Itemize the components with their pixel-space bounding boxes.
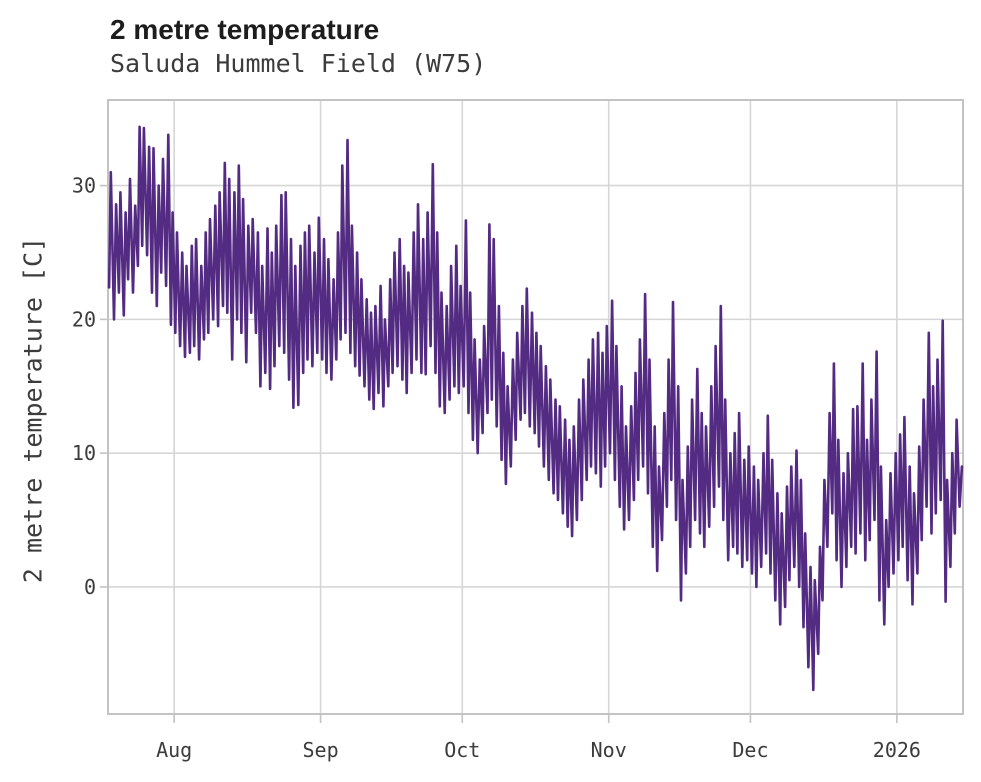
x-tick-label: 2026: [873, 738, 921, 762]
y-tick-label: 30: [72, 174, 96, 198]
y-tick-label: 20: [72, 307, 96, 331]
plot-border: [107, 99, 964, 715]
y-tick-label: 10: [72, 441, 96, 465]
x-tick-label: Dec: [732, 738, 768, 762]
x-tick-label: Oct: [444, 738, 480, 762]
temperature-line: [107, 125, 964, 692]
x-tick-label: Aug: [156, 738, 192, 762]
y-tick-label: 0: [84, 575, 96, 599]
chart-subtitle: Saluda Hummel Field (W75): [110, 49, 487, 78]
x-tick-label: Sep: [303, 738, 339, 762]
chart-title: 2 metre temperature: [110, 14, 380, 45]
x-tick-label: Nov: [591, 738, 627, 762]
